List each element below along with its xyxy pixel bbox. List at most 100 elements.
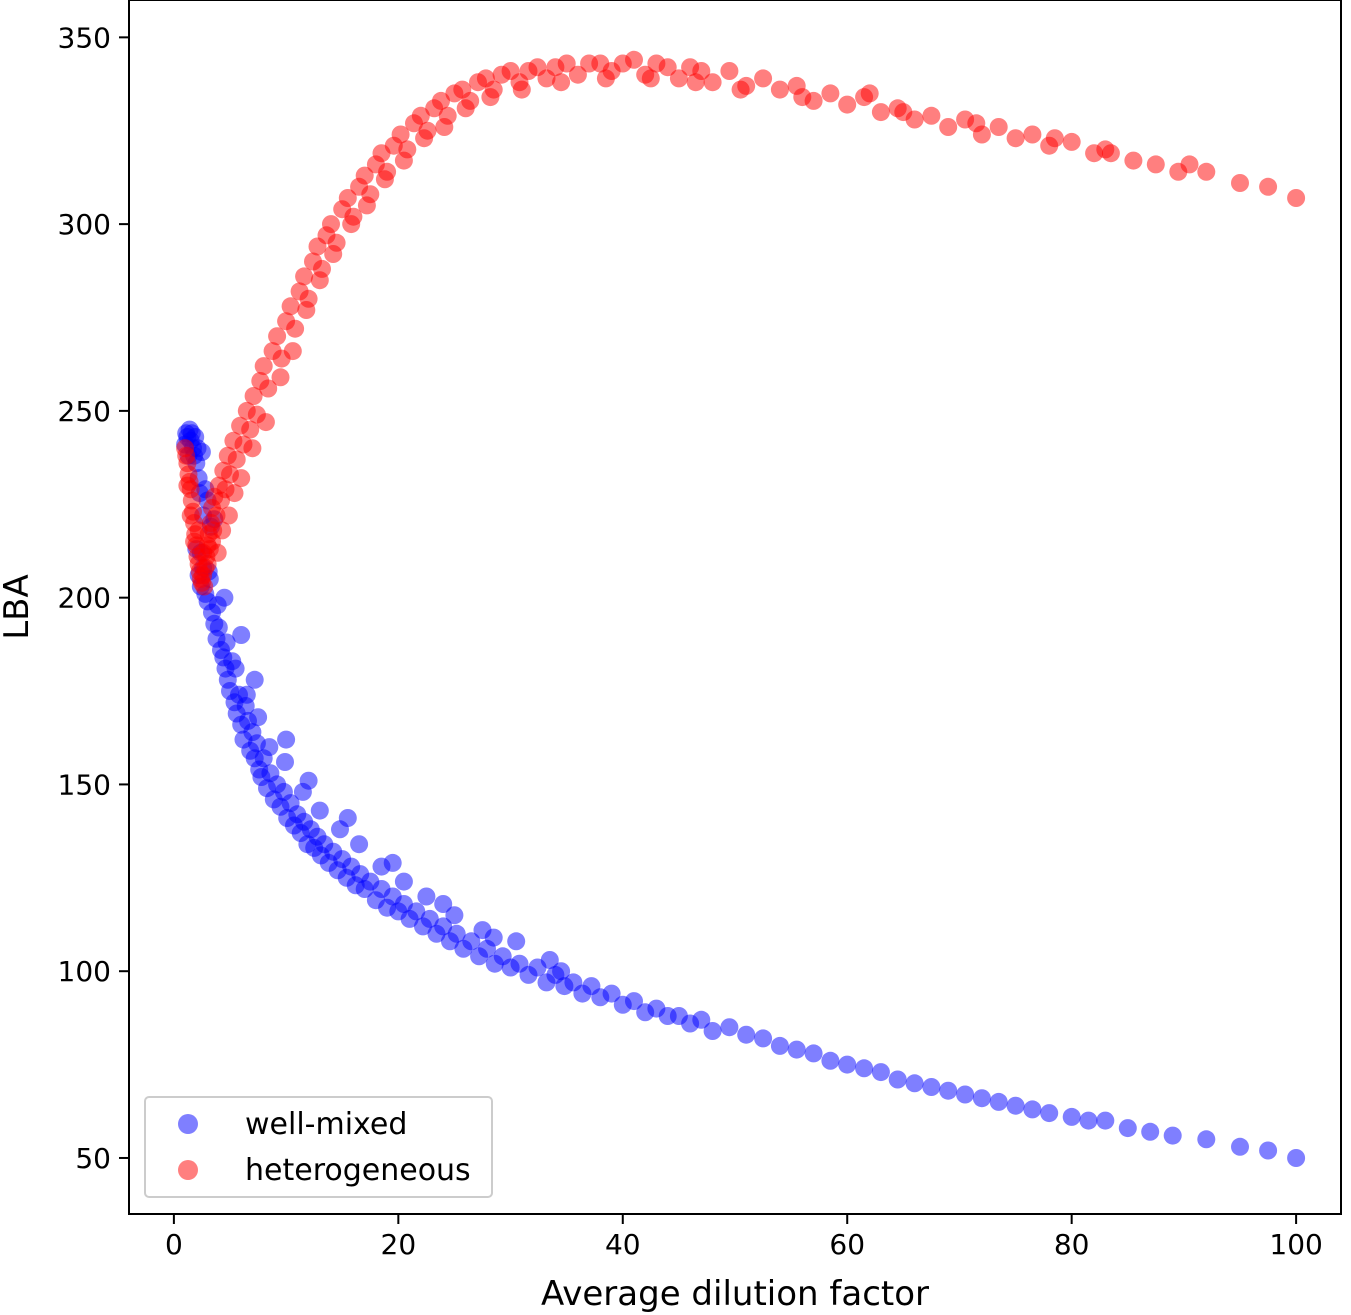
point-well-mixed-145 [1163, 1126, 1182, 1145]
point-heterogeneous-118 [939, 118, 958, 136]
point-well-mixed-127 [838, 1055, 857, 1074]
point-well-mixed-173 [277, 730, 296, 749]
point-well-mixed-155 [237, 685, 256, 704]
point-heterogeneous-52 [295, 267, 314, 286]
point-heterogeneous-149 [271, 368, 290, 387]
point-heterogeneous-169 [860, 84, 879, 103]
point-heterogeneous-142 [208, 543, 227, 562]
point-heterogeneous-131 [1197, 162, 1216, 181]
point-heterogeneous-143 [213, 521, 232, 540]
point-heterogeneous-167 [731, 80, 750, 99]
point-well-mixed-142 [1096, 1111, 1115, 1130]
point-heterogeneous-155 [357, 196, 376, 215]
y-tick-label: 250 [58, 395, 111, 428]
point-well-mixed-123 [770, 1036, 789, 1055]
point-well-mixed-175 [338, 809, 357, 827]
point-heterogeneous-135 [178, 476, 197, 495]
point-well-mixed-86 [407, 902, 426, 921]
point-heterogeneous-129 [1146, 155, 1165, 174]
point-heterogeneous-105 [720, 62, 739, 80]
point-heterogeneous-171 [967, 114, 986, 133]
point-heterogeneous-44 [259, 379, 278, 398]
point-heterogeneous-165 [641, 69, 660, 88]
point-well-mixed-143 [1118, 1119, 1137, 1138]
point-heterogeneous-154 [342, 215, 361, 234]
point-well-mixed-138 [1023, 1100, 1042, 1119]
point-heterogeneous-163 [552, 73, 571, 92]
point-well-mixed-139 [1040, 1104, 1059, 1123]
point-well-mixed-158 [276, 753, 294, 771]
point-heterogeneous-151 [297, 301, 316, 319]
x-tick-label: 100 [1269, 1228, 1322, 1261]
point-well-mixed-176 [383, 853, 402, 872]
point-well-mixed-137 [1006, 1096, 1025, 1115]
point-well-mixed-156 [249, 708, 268, 727]
point-heterogeneous-111 [821, 84, 840, 103]
point-well-mixed-125 [804, 1044, 823, 1063]
point-heterogeneous-172 [1045, 129, 1064, 148]
point-well-mixed-177 [434, 895, 453, 913]
point-heterogeneous-97 [625, 50, 643, 69]
axes-frame [128, 0, 1342, 1215]
y-tick-label: 350 [58, 21, 111, 54]
point-well-mixed-120 [720, 1018, 739, 1037]
point-heterogeneous-123 [1023, 125, 1042, 144]
point-well-mixed-172 [245, 670, 264, 689]
point-heterogeneous-61 [338, 189, 357, 207]
x-tick-label: 20 [381, 1228, 417, 1261]
y-tick-label: 300 [58, 208, 111, 241]
data-points [176, 50, 1306, 1167]
point-heterogeneous-70 [391, 125, 410, 144]
point-well-mixed-135 [972, 1089, 991, 1108]
point-heterogeneous-39 [241, 420, 260, 439]
x-tick-label: 80 [1054, 1228, 1090, 1261]
point-well-mixed-130 [888, 1070, 907, 1089]
point-heterogeneous-161 [481, 88, 500, 107]
point-well-mixed-132 [922, 1078, 941, 1096]
point-heterogeneous-160 [456, 99, 475, 118]
point-well-mixed-131 [905, 1074, 924, 1093]
point-well-mixed-112 [625, 992, 643, 1011]
point-well-mixed-140 [1062, 1107, 1081, 1126]
point-well-mixed-165 [417, 887, 436, 906]
point-well-mixed-88 [420, 909, 439, 928]
x-tick-label: 0 [165, 1228, 183, 1261]
point-heterogeneous-49 [281, 297, 300, 316]
point-heterogeneous-27 [207, 506, 226, 525]
point-well-mixed-174 [299, 771, 318, 790]
point-heterogeneous-145 [225, 484, 244, 503]
point-well-mixed-179 [552, 962, 571, 981]
point-well-mixed-164 [394, 872, 413, 891]
point-heterogeneous-156 [375, 170, 394, 189]
legend-label-well-mixed: well-mixed [245, 1107, 407, 1142]
point-heterogeneous-168 [793, 88, 812, 107]
point-heterogeneous-108 [770, 80, 789, 99]
point-heterogeneous-125 [1062, 132, 1081, 151]
point-well-mixed-124 [787, 1040, 806, 1059]
point-well-mixed-169 [540, 951, 559, 969]
point-well-mixed-30 [209, 618, 228, 637]
point-well-mixed-144 [1141, 1122, 1160, 1141]
point-heterogeneous-112 [838, 95, 857, 114]
legend: well-mixed heterogeneous [144, 1096, 493, 1198]
point-heterogeneous-157 [394, 151, 413, 170]
point-well-mixed-146 [1197, 1130, 1216, 1149]
point-heterogeneous-174 [1180, 155, 1199, 174]
point-heterogeneous-146 [232, 469, 251, 488]
point-heterogeneous-76 [432, 91, 450, 110]
point-heterogeneous-91 [557, 54, 576, 73]
point-heterogeneous-134 [1287, 189, 1306, 207]
point-heterogeneous-170 [894, 103, 913, 122]
point-heterogeneous-46 [268, 327, 287, 346]
point-heterogeneous-35 [227, 450, 246, 469]
point-heterogeneous-173 [1096, 140, 1115, 159]
point-heterogeneous-147 [243, 439, 262, 458]
legend-label-heterogeneous: heterogeneous [245, 1153, 471, 1188]
point-well-mixed-171 [232, 626, 251, 644]
y-axis-label: LBA [0, 574, 37, 640]
point-heterogeneous-58 [322, 215, 340, 234]
x-tick-label: 60 [829, 1228, 865, 1261]
point-heterogeneous-136 [181, 506, 200, 525]
point-heterogeneous-122 [1006, 129, 1025, 148]
